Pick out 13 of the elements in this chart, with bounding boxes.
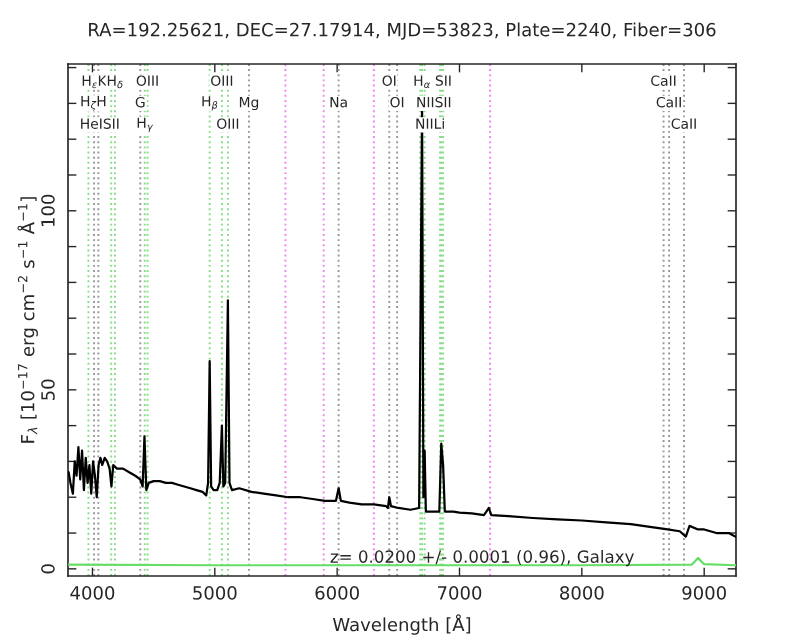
y-tick-label: 50	[41, 379, 55, 400]
x-axis-title: Wavelength [Å]	[332, 614, 471, 635]
chart-title: RA=192.25621, DEC=27.17914, MJD=53823, Plate=2240, Fiber=306	[89, 22, 716, 40]
annotation: z= 0.0200 +/- 0.0001 (0.96), Galaxy	[330, 550, 634, 567]
y-tick-label: 100	[41, 194, 55, 227]
text: F$_{λ}$ [10$^{−17}$ erg cm$^{−2}$ s$^{−1}$ Å$^{−1}$]	[17, 197, 38, 443]
y-tick-label: 0	[41, 564, 55, 574]
x-tick-label: 9000	[682, 586, 726, 600]
x-tick-label: 8000	[560, 586, 604, 600]
x-tick-label: 7000	[438, 586, 482, 600]
x-tick-label: 4000	[70, 586, 115, 600]
x-tick-label: 6000	[315, 586, 359, 600]
x-tick-label: 5000	[193, 586, 237, 600]
